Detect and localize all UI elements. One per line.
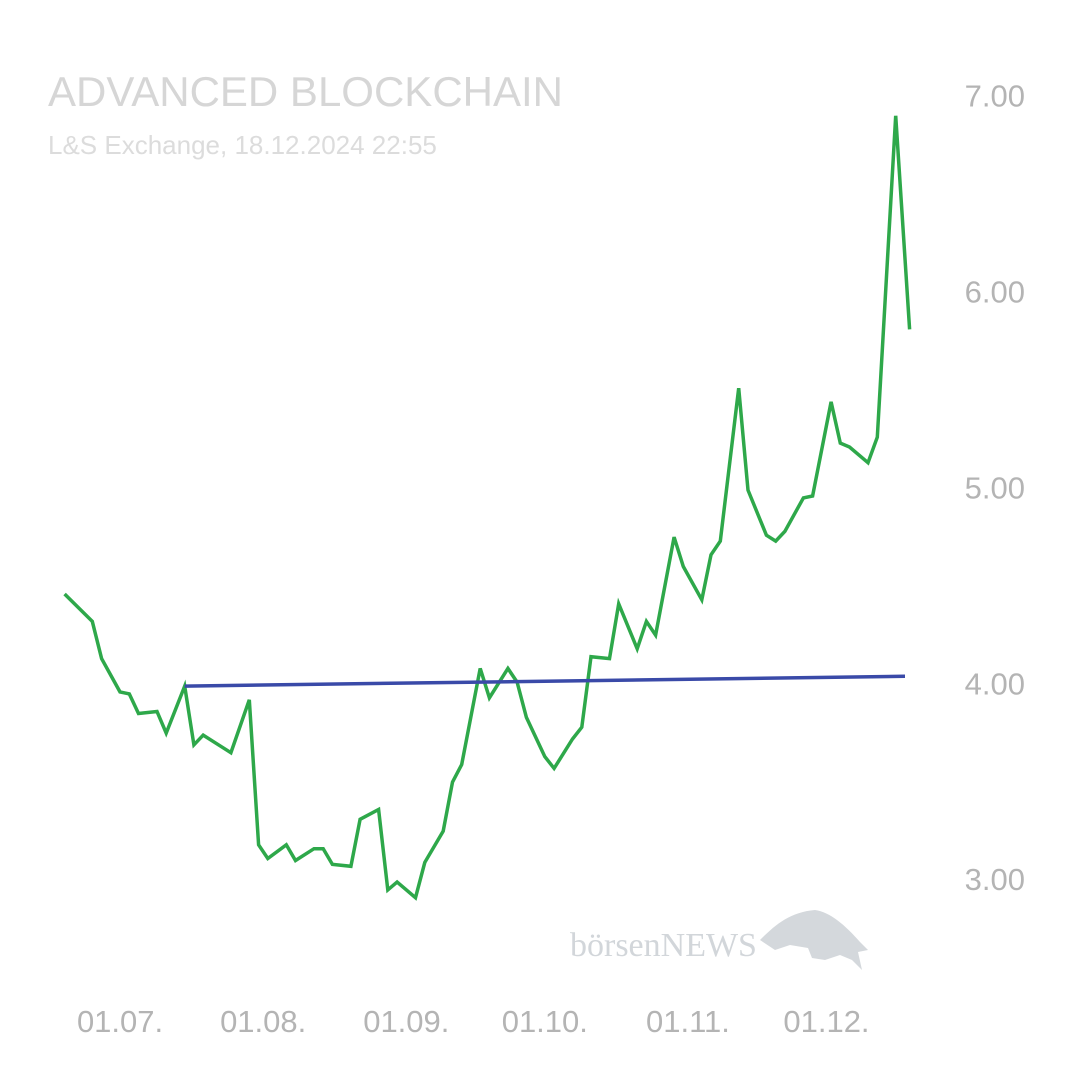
x-tick-label: 01.09. (363, 1004, 449, 1039)
x-tick-label: 01.08. (220, 1004, 306, 1039)
y-tick-label: 7.00 (965, 78, 1025, 113)
y-tick-label: 4.00 (965, 666, 1025, 701)
watermark: börsenNEWS (570, 927, 757, 964)
chart-subtitle: L&S Exchange, 18.12.2024 22:55 (48, 130, 437, 160)
bull-icon (760, 910, 868, 970)
y-tick-label: 6.00 (965, 274, 1025, 309)
x-tick-label: 01.12. (783, 1004, 869, 1039)
x-tick-label: 01.10. (502, 1004, 588, 1039)
chart-title: ADVANCED BLOCKCHAIN (48, 68, 563, 115)
x-tick-label: 01.07. (77, 1004, 163, 1039)
y-tick-label: 5.00 (965, 470, 1025, 505)
line-series (63, 115, 912, 901)
x-tick-label: 01.11. (646, 1004, 730, 1039)
watermark-logo (760, 910, 868, 970)
line-series (184, 674, 906, 688)
y-tick-label: 3.00 (965, 862, 1025, 897)
